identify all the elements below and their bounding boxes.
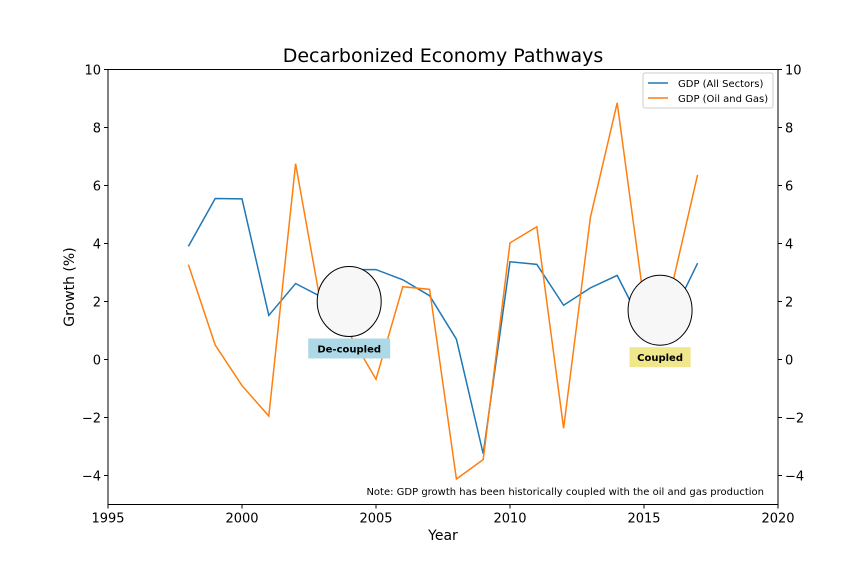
right-axis-ticks: −4 −2 0 2 4 6 8 10 (778, 64, 804, 485)
right-tick-label: 2 (785, 296, 793, 311)
legend-box (642, 72, 774, 109)
y-axis-label: Growth (%) (62, 247, 78, 326)
y-tick-label: 10 (84, 64, 101, 79)
legend-label-all-sectors: GDP (All Sectors) (678, 79, 763, 90)
annotation-layer: De-coupled Coupled (308, 266, 693, 368)
x-tick-label: 1995 (91, 512, 124, 527)
annotation-label-box (308, 338, 391, 359)
right-tick-label: 6 (785, 180, 793, 195)
annotation-circle (627, 274, 693, 346)
series-line-oil-gas (187, 102, 699, 481)
y-tick-label: −2 (82, 412, 101, 427)
legend: GDP (All Sectors) GDP (Oil and Gas) (642, 72, 774, 109)
y-axis-ticks: −4 −2 0 2 4 6 8 10 (82, 64, 108, 485)
right-tick-label: 4 (785, 238, 793, 253)
y-tick-label: 4 (93, 238, 101, 253)
series-layer (187, 102, 699, 481)
annotation-label-box (629, 347, 691, 368)
right-tick-label: −2 (785, 412, 804, 427)
x-tick-label: 2015 (627, 512, 660, 527)
right-tick-label: 0 (785, 354, 793, 369)
y-tick-label: −4 (82, 470, 101, 485)
right-tick-label: 10 (785, 64, 802, 79)
x-tick-label: 2020 (761, 512, 794, 527)
right-tick-label: −4 (785, 470, 804, 485)
right-tick-label: 8 (785, 122, 793, 137)
y-tick-label: 8 (93, 122, 101, 137)
x-axis-label: Year (427, 528, 458, 544)
x-tick-label: 2000 (225, 512, 258, 527)
x-tick-label: 2005 (359, 512, 392, 527)
series-line-all-sectors (187, 197, 699, 454)
x-tick-label: 2010 (493, 512, 526, 527)
chart-note: Note: GDP growth has been historically c… (366, 487, 764, 498)
plot-frame (107, 69, 779, 505)
annotation-circle (316, 266, 382, 337)
legend-label-oil-gas: GDP (Oil and Gas) (678, 94, 768, 105)
x-axis-ticks: 1995 2000 2005 2010 2015 2020 (91, 504, 795, 527)
annotation-label: De-coupled (317, 345, 381, 356)
chart-title: Decarbonized Economy Pathways (283, 45, 604, 67)
y-tick-label: 6 (93, 180, 101, 195)
y-tick-label: 2 (93, 296, 101, 311)
y-tick-label: 0 (93, 354, 101, 369)
annotation-label: Coupled (637, 353, 683, 364)
